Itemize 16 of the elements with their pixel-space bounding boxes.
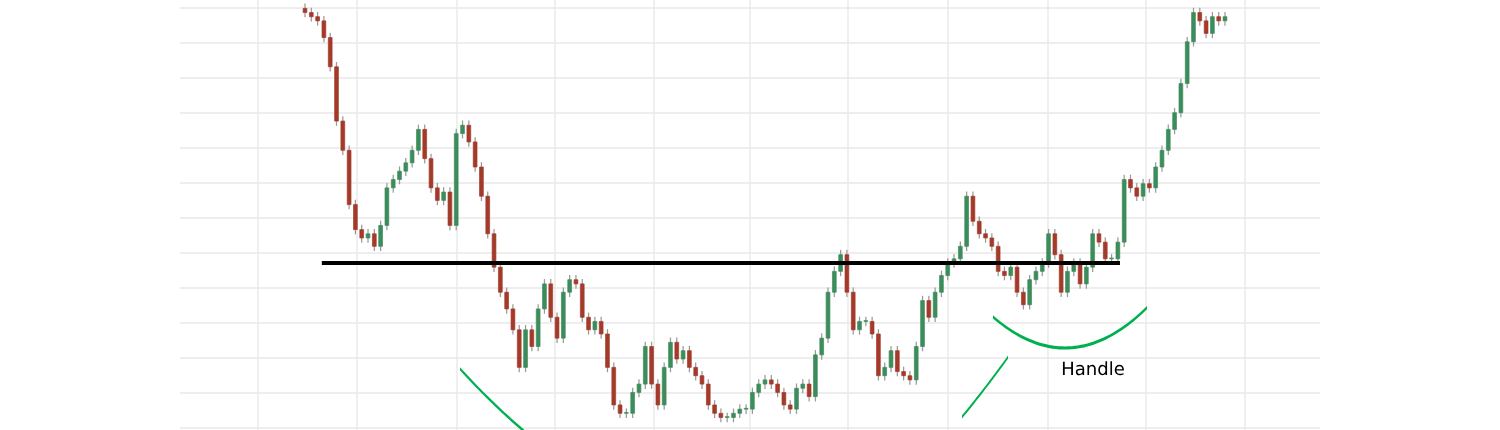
- candlestick: [1140, 178, 1146, 202]
- candlestick: [1203, 16, 1209, 39]
- candlestick: [372, 228, 377, 252]
- annotation: Handle: [1062, 361, 1124, 376]
- candlestick: [1052, 228, 1058, 260]
- candlestick: [365, 228, 371, 243]
- candlestick: [806, 379, 812, 402]
- candlestick: [1210, 11, 1215, 39]
- candlestick: [573, 274, 579, 289]
- candlestick: [466, 120, 472, 147]
- candlestick: [926, 295, 932, 323]
- candlestick: [1077, 258, 1083, 289]
- candlestick: [674, 337, 680, 364]
- candlestick: [554, 312, 560, 343]
- candlestick: [529, 325, 535, 352]
- candlestick: [1222, 11, 1228, 26]
